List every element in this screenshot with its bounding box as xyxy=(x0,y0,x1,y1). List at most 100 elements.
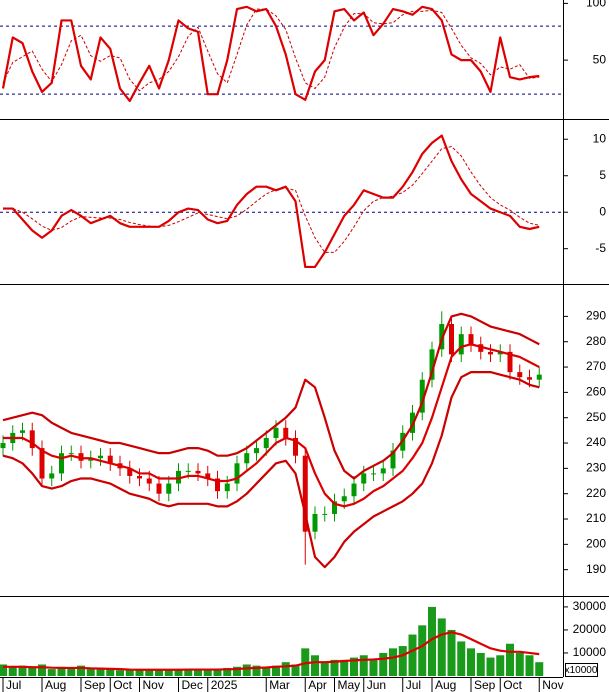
volume-bar xyxy=(418,625,427,676)
volume-bar xyxy=(359,655,368,676)
indicator-line xyxy=(3,631,540,671)
y-tick-label: 50 xyxy=(593,52,607,66)
indicator-line xyxy=(2,312,540,480)
volume-bar xyxy=(467,648,475,676)
volume-bar xyxy=(398,646,407,676)
candle-body xyxy=(273,427,279,438)
volume-bar xyxy=(194,669,202,676)
candle-body xyxy=(254,448,259,454)
candle-body xyxy=(390,450,396,469)
volume-bar xyxy=(301,648,310,676)
volume-bar xyxy=(18,665,27,676)
candle-body xyxy=(20,430,25,433)
y-tick-label: 200 xyxy=(586,537,606,551)
candle-body xyxy=(283,427,289,438)
volume-bar xyxy=(106,669,115,676)
volume-bar xyxy=(291,664,300,676)
candle-body xyxy=(312,513,318,532)
volume-bar xyxy=(408,634,417,676)
x-tick-label: Nov xyxy=(143,678,164,692)
candle-body xyxy=(371,473,376,475)
candle-body xyxy=(98,455,103,459)
candle-body xyxy=(107,455,113,464)
volume-bar xyxy=(340,659,349,676)
candle-body xyxy=(156,483,162,494)
candle-body xyxy=(517,372,523,378)
candle-body xyxy=(185,470,191,472)
volume-bar xyxy=(164,670,173,676)
candle-body xyxy=(146,478,152,484)
candle-body xyxy=(293,437,298,456)
volume-bar xyxy=(252,665,261,676)
volume-bar xyxy=(437,618,446,676)
candle-body xyxy=(332,501,337,514)
candle-body xyxy=(234,463,240,484)
candle-body xyxy=(224,483,230,492)
indicator-line xyxy=(2,371,540,569)
indicator-line xyxy=(1,5,540,103)
volume-bar xyxy=(223,667,232,676)
x-tick-label: Jul xyxy=(406,678,421,692)
candle-body xyxy=(49,473,55,479)
candle-body xyxy=(39,448,45,479)
candle-body xyxy=(527,377,532,380)
x-tick-label: Aug xyxy=(45,678,66,692)
candle-body xyxy=(78,453,84,461)
indicator-line xyxy=(3,134,540,269)
candle-body xyxy=(59,453,64,474)
y-tick-label: 240 xyxy=(586,435,606,449)
candle-body xyxy=(351,483,357,497)
x-tick-label: May xyxy=(338,678,361,692)
x-tick-label: Oct xyxy=(113,678,132,692)
y-tick-label: 230 xyxy=(586,461,606,475)
y-tick-label: 5 xyxy=(599,168,606,182)
volume-bar xyxy=(38,664,46,676)
y-tick-label: 10 xyxy=(593,131,607,145)
candle-body xyxy=(68,453,74,455)
candle-body xyxy=(215,478,220,492)
volume-bar xyxy=(320,662,329,676)
volume-bar xyxy=(125,670,134,676)
y-tick-label: 270 xyxy=(586,359,606,373)
volume-bar xyxy=(476,652,485,676)
candle-body xyxy=(468,334,474,345)
x-tick-label: 2025 xyxy=(211,678,238,692)
volume-bar xyxy=(281,662,290,676)
candle-body xyxy=(458,334,464,355)
volume-bar xyxy=(57,666,66,676)
candle-body xyxy=(536,374,542,380)
candle-body xyxy=(478,344,484,352)
volume-bar xyxy=(96,669,105,676)
candle-body xyxy=(29,430,35,449)
volume-bar xyxy=(28,667,37,676)
volume-bar xyxy=(457,641,466,676)
candle-body xyxy=(419,379,425,413)
unit-box xyxy=(565,663,598,677)
volume-bar xyxy=(535,662,544,676)
candle-body xyxy=(497,351,503,355)
volume-bar xyxy=(447,629,456,676)
candle-body xyxy=(361,473,367,484)
x-tick-label: Oct xyxy=(503,678,522,692)
candle-body xyxy=(176,470,181,484)
candle-body xyxy=(195,470,201,474)
signal-line xyxy=(2,146,540,253)
y-tick-label: 100 xyxy=(586,0,606,10)
volume-bar xyxy=(145,670,154,676)
candle-body xyxy=(341,496,347,502)
y-tick-label: -5 xyxy=(595,241,606,255)
volume-bar xyxy=(496,655,505,676)
volume-bar xyxy=(67,667,76,676)
candle-body xyxy=(322,513,328,515)
candle-body xyxy=(137,475,142,479)
volume-bar xyxy=(174,669,183,676)
y-tick-label: 0 xyxy=(599,204,606,218)
volume-bar xyxy=(272,665,280,676)
volume-bar xyxy=(47,669,56,676)
volume-bar xyxy=(233,666,241,676)
candle-body xyxy=(380,468,386,474)
y-tick-label: 290 xyxy=(586,309,606,323)
y-tick-label: 220 xyxy=(586,486,606,500)
